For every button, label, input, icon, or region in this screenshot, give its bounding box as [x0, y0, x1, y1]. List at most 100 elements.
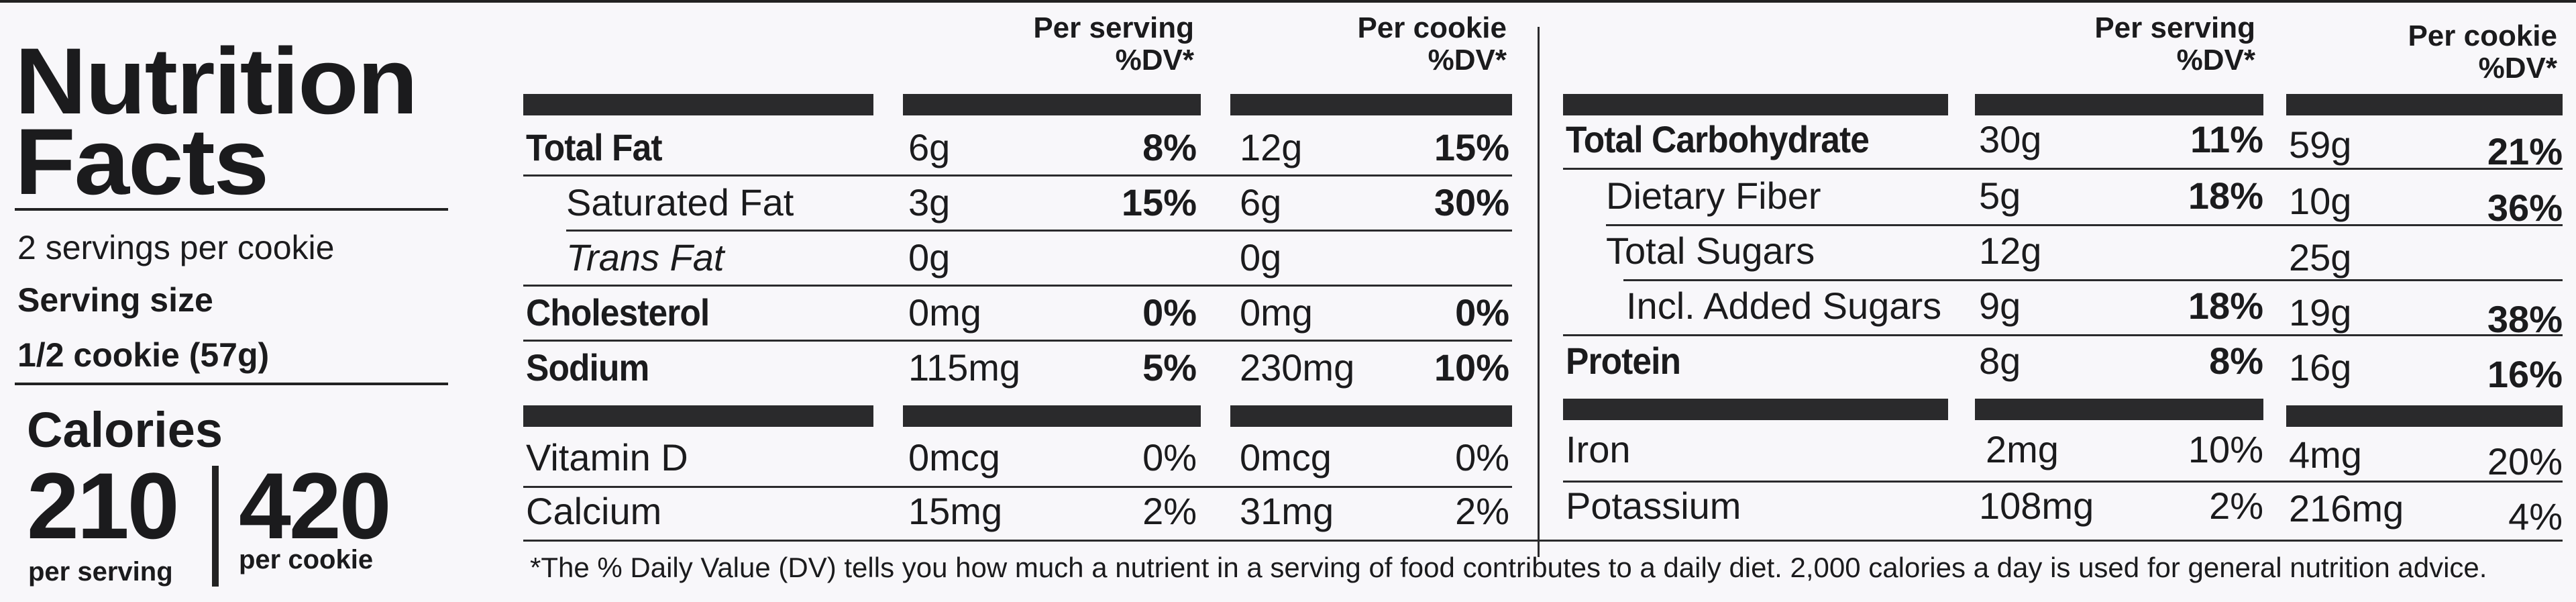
right-row-cookie-amount: 10g	[2289, 180, 2352, 222]
right-row-amount: 8g	[1979, 340, 2021, 382]
right-row-cookie-amount: 4mg	[2289, 434, 2362, 476]
left-row-percent: 8%	[1142, 126, 1197, 168]
left-row-name-trans-fat: Trans Fat	[566, 236, 724, 279]
left-row-percent: 2%	[1142, 490, 1197, 532]
left-row-cookie-amount: 6g	[1240, 181, 1282, 223]
left-row-amount: 6g	[908, 126, 951, 168]
right-row-amount: 12g	[1979, 230, 2042, 272]
right-row-amount: 30g	[1979, 118, 2042, 160]
thick-bar	[1975, 399, 2263, 420]
servings-per-container: 2 servings per cookie	[17, 229, 335, 266]
right-row-name-total-sugars: Total Sugars	[1606, 230, 1815, 272]
left-row-name-cholesterol: Cholesterol	[526, 291, 710, 334]
row-divider	[523, 174, 1512, 177]
right-cookie-header: Per cookie %DV*	[2408, 19, 2557, 85]
right-row-name-added-sugars: Incl. Added Sugars	[1626, 285, 1942, 327]
right-row-percent: 11%	[2190, 118, 2263, 160]
right-serving-header: Per serving %DV*	[2094, 11, 2255, 77]
serving-size-value: 1/2 cookie (57g)	[17, 336, 270, 374]
calories-per-cookie-label: per cookie	[239, 545, 374, 574]
left-row-name-sodium: Sodium	[526, 346, 649, 389]
right-row-cookie-amount: 216mg	[2289, 487, 2404, 530]
left-row-name-total-fat: Total Fat	[526, 126, 662, 168]
left-row-percent: 0%	[1142, 291, 1197, 334]
calories-per-serving-label: per serving	[28, 557, 173, 587]
title-line-2: Facts	[15, 109, 269, 214]
left-row-amount: 15mg	[908, 490, 1003, 532]
row-divider	[1606, 224, 2563, 226]
right-row-cookie-percent: 21%	[2487, 130, 2563, 172]
left-row-cookie-amount: 0mg	[1240, 291, 1313, 334]
right-row-cookie-amount: 19g	[2289, 291, 2352, 334]
left-serving-header: Per serving %DV*	[1033, 11, 1194, 77]
right-row-cookie-amount: 59g	[2289, 123, 2352, 166]
left-row-amount: 115mg	[908, 346, 1021, 389]
right-row-cookie-percent: 4%	[2508, 495, 2563, 538]
right-row-percent: 8%	[2209, 340, 2263, 382]
thick-bar	[523, 94, 873, 115]
serving-divider	[15, 383, 448, 385]
right-row-name-total-carbohydrate: Total Carbohydrate	[1566, 118, 1870, 160]
row-divider	[523, 340, 1512, 342]
thick-bar	[903, 94, 1201, 115]
left-row-cookie-percent: 0%	[1455, 436, 1509, 479]
left-row-cookie-amount: 31mg	[1240, 490, 1334, 532]
thick-bar	[523, 405, 873, 427]
left-row-cookie-percent: 15%	[1434, 126, 1509, 168]
footnote: *The % Daily Value (DV) tells you how mu…	[530, 552, 2487, 583]
right-row-amount: 2mg	[1986, 428, 2059, 470]
right-row-name-iron: Iron	[1566, 428, 1631, 470]
left-row-cookie-percent: 10%	[1434, 346, 1509, 389]
right-row-cookie-percent: 38%	[2487, 298, 2563, 340]
row-divider	[523, 285, 1512, 287]
thick-bar	[1975, 94, 2263, 115]
title-line-1: Nutrition	[15, 28, 418, 134]
thick-bar	[1563, 94, 1948, 115]
row-divider	[523, 486, 1512, 488]
calories-per-cookie-value: 420	[239, 453, 392, 558]
thick-bar	[2286, 94, 2563, 115]
right-row-name-dietary-fiber: Dietary Fiber	[1606, 174, 1821, 217]
right-row-percent: 2%	[2209, 485, 2263, 527]
left-row-cookie-amount: 0g	[1240, 236, 1282, 279]
left-row-name-saturated-fat: Saturated Fat	[566, 181, 794, 223]
thick-bar	[2286, 405, 2563, 427]
left-row-percent: 0%	[1142, 436, 1197, 479]
left-row-amount: 0mcg	[908, 436, 1000, 479]
left-row-name-vitamin-d: Vitamin D	[526, 436, 688, 479]
right-row-cookie-percent: 36%	[2487, 187, 2563, 229]
right-row-amount: 108mg	[1979, 485, 2094, 527]
left-row-name-calcium: Calcium	[526, 490, 662, 532]
serving-size-label: Serving size	[17, 281, 213, 319]
right-row-amount: 5g	[1979, 174, 2021, 217]
right-row-name-potassium: Potassium	[1566, 485, 1741, 527]
row-divider	[1563, 334, 2563, 336]
right-row-cookie-amount: 25g	[2289, 236, 2352, 279]
row-divider	[1563, 481, 2563, 483]
row-divider	[1563, 168, 2563, 170]
right-row-percent: 10%	[2188, 428, 2263, 470]
left-row-cookie-percent: 30%	[1434, 181, 1509, 223]
calories-per-serving-value: 210	[27, 453, 180, 558]
title-divider	[15, 208, 448, 211]
right-row-cookie-percent: 20%	[2487, 440, 2563, 483]
center-divider	[1538, 27, 1540, 557]
left-row-cookie-amount: 12g	[1240, 126, 1303, 168]
thick-bar	[903, 405, 1201, 427]
row-divider	[566, 230, 1512, 232]
calories-divider	[212, 466, 219, 587]
right-row-amount: 9g	[1979, 285, 2021, 327]
right-row-cookie-amount: 16g	[2289, 346, 2352, 389]
footnote-divider	[523, 540, 2563, 542]
left-row-amount: 0mg	[908, 291, 981, 334]
right-row-cookie-percent: 16%	[2487, 353, 2563, 395]
top-border	[0, 0, 2576, 3]
thick-bar	[1230, 405, 1512, 427]
left-row-percent: 15%	[1121, 181, 1197, 223]
left-row-amount: 0g	[908, 236, 951, 279]
left-row-cookie-amount: 230mg	[1240, 346, 1355, 389]
thick-bar	[1230, 94, 1512, 115]
left-row-percent: 5%	[1142, 346, 1197, 389]
left-cookie-header: Per cookie %DV*	[1357, 11, 1507, 77]
